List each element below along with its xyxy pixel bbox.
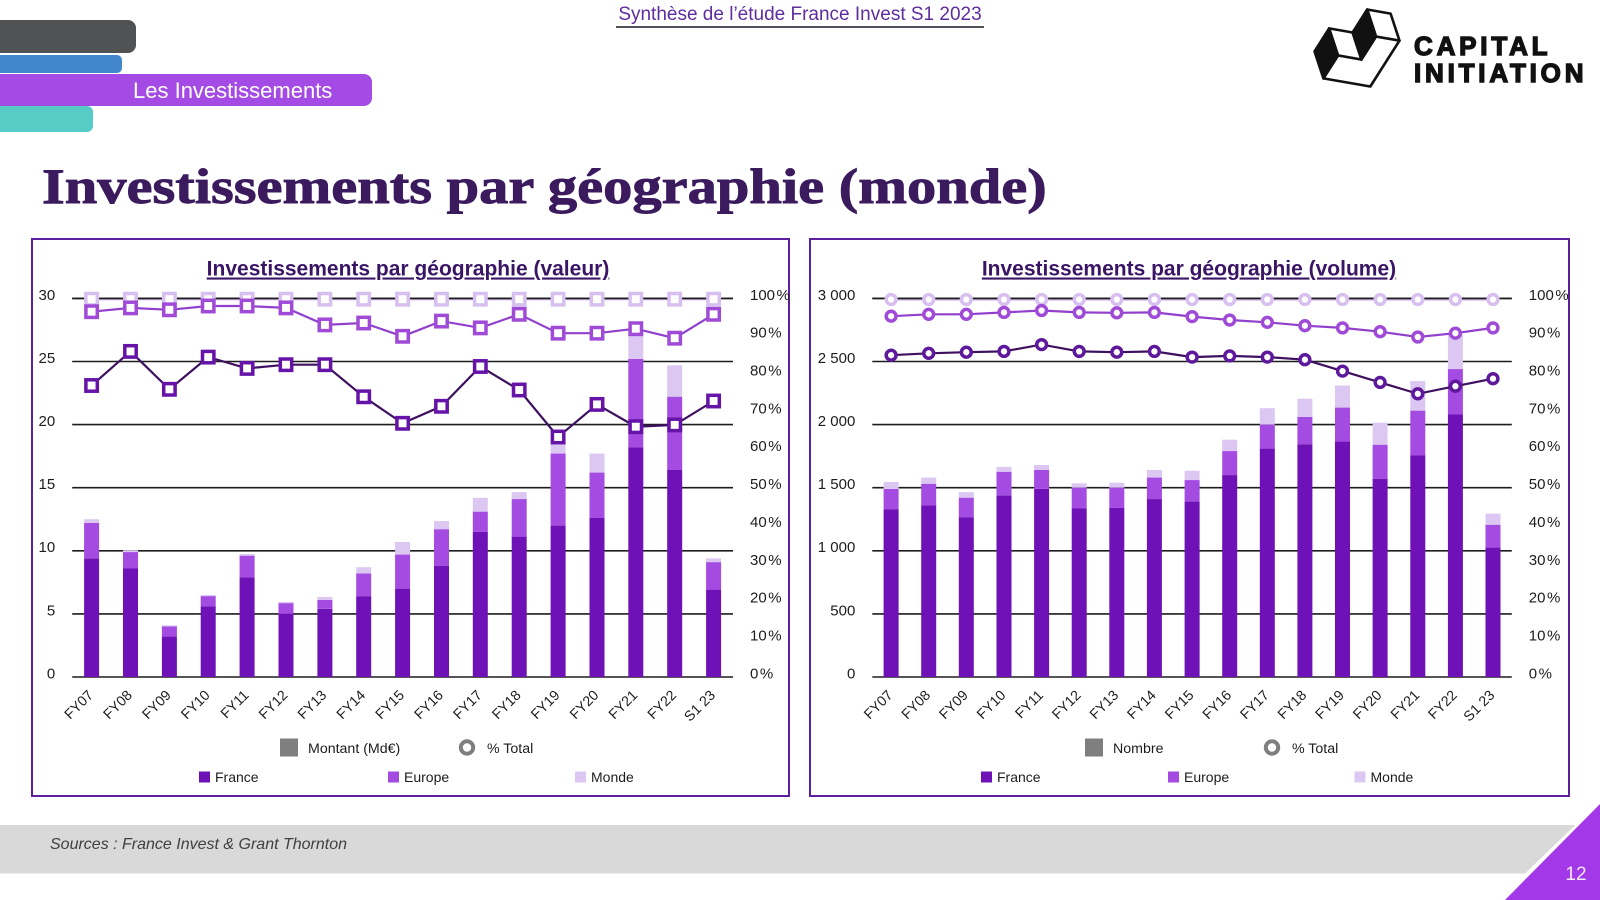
svg-text:60%: 60% bbox=[1529, 438, 1561, 455]
svg-text:20%: 20% bbox=[750, 590, 782, 607]
svg-text:1 500: 1 500 bbox=[818, 476, 856, 493]
svg-text:60%: 60% bbox=[750, 438, 782, 455]
svg-text:France: France bbox=[997, 769, 1041, 785]
svg-text:90%: 90% bbox=[750, 325, 782, 342]
svg-text:Nombre: Nombre bbox=[1113, 741, 1164, 757]
svg-text:90%: 90% bbox=[1529, 325, 1561, 342]
svg-text:100%: 100% bbox=[750, 287, 790, 304]
svg-text:100%: 100% bbox=[1529, 287, 1569, 304]
svg-text:30%: 30% bbox=[1529, 552, 1561, 569]
svg-text:5: 5 bbox=[47, 602, 55, 619]
svg-text:50%: 50% bbox=[1529, 476, 1561, 493]
svg-text:2 000: 2 000 bbox=[818, 413, 856, 430]
svg-text:% Total: % Total bbox=[487, 741, 533, 757]
svg-text:20: 20 bbox=[39, 413, 56, 430]
svg-text:30%: 30% bbox=[750, 552, 782, 569]
svg-text:Investissements par géographie: Investissements par géographie (volume) bbox=[982, 258, 1396, 281]
svg-text:Europe: Europe bbox=[404, 769, 449, 785]
svg-text:80%: 80% bbox=[1529, 363, 1561, 380]
svg-text:10%: 10% bbox=[750, 628, 782, 645]
svg-text:50%: 50% bbox=[750, 476, 782, 493]
svg-text:2 500: 2 500 bbox=[818, 350, 856, 367]
svg-text:40%: 40% bbox=[1529, 514, 1561, 531]
svg-text:30: 30 bbox=[39, 287, 56, 304]
svg-text:10: 10 bbox=[39, 539, 56, 556]
svg-text:0: 0 bbox=[847, 665, 855, 682]
svg-text:1 000: 1 000 bbox=[818, 539, 856, 556]
svg-text:80%: 80% bbox=[750, 363, 782, 380]
svg-text:20%: 20% bbox=[1529, 590, 1561, 607]
svg-text:Monde: Monde bbox=[591, 769, 634, 785]
svg-text:25: 25 bbox=[39, 350, 56, 367]
svg-text:0: 0 bbox=[47, 665, 55, 682]
svg-text:500: 500 bbox=[830, 602, 855, 619]
svg-text:Europe: Europe bbox=[1184, 769, 1229, 785]
svg-text:France: France bbox=[215, 769, 259, 785]
svg-text:Montant (Md€): Montant (Md€) bbox=[308, 741, 400, 757]
svg-text:70%: 70% bbox=[750, 400, 782, 417]
svg-text:3 000: 3 000 bbox=[818, 287, 856, 304]
svg-text:10%: 10% bbox=[1529, 628, 1561, 645]
svg-text:40%: 40% bbox=[750, 514, 782, 531]
svg-text:0%: 0% bbox=[750, 665, 773, 682]
svg-text:Monde: Monde bbox=[1371, 769, 1414, 785]
svg-text:% Total: % Total bbox=[1292, 741, 1338, 757]
svg-text:70%: 70% bbox=[1529, 400, 1561, 417]
svg-text:Investissements par géographie: Investissements par géographie (valeur) bbox=[207, 258, 610, 281]
svg-text:15: 15 bbox=[39, 476, 56, 493]
svg-text:0%: 0% bbox=[1529, 665, 1552, 682]
